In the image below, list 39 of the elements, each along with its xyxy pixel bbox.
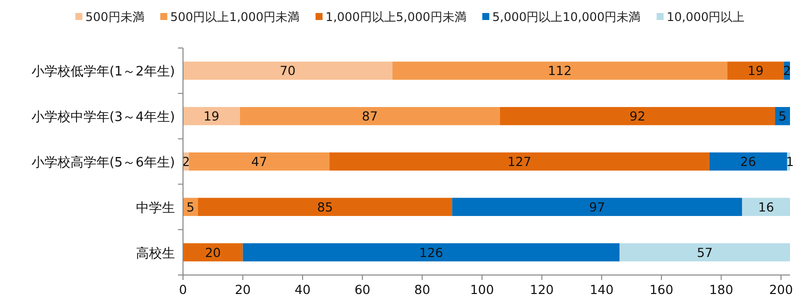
x-tick-label: 100 [470, 282, 494, 297]
legend-label: 10,000円以上 [666, 10, 745, 24]
legend-label: 500円以上1,000円未満 [170, 10, 300, 24]
data-label: 20 [204, 244, 221, 260]
x-tick-label: 140 [590, 282, 614, 297]
data-label: 1 [786, 154, 794, 169]
data-label: 5 [186, 199, 194, 214]
data-label: 57 [696, 244, 713, 260]
data-label: 16 [758, 199, 774, 214]
x-tick-label: 0 [179, 282, 188, 297]
legend-label: 5,000円以上10,000円未満 [492, 10, 641, 24]
data-label: 112 [548, 63, 572, 78]
data-label: 19 [203, 108, 220, 124]
data-label: 5 [778, 108, 786, 124]
y-tick-label: 小学校高学年(5～6年生) [31, 154, 175, 170]
x-tick-label: 120 [530, 282, 554, 297]
data-label: 92 [630, 108, 646, 124]
legend-label: 1,000円以上5,000円未満 [326, 10, 466, 24]
data-label: 47 [251, 154, 268, 169]
y-tick-label: 小学校中学年(3～4年生) [31, 110, 175, 126]
x-tick-label: 20 [234, 282, 251, 297]
data-label: 85 [317, 199, 333, 214]
data-label: 87 [362, 108, 378, 124]
data-label: 126 [419, 244, 444, 260]
y-tick-label: 小学校低学年(1～2年生) [31, 64, 175, 80]
legend-label: 500円未満 [85, 10, 144, 24]
x-tick-label: 40 [294, 282, 311, 297]
data-label: 26 [740, 154, 756, 169]
x-tick-label: 200 [769, 282, 794, 297]
x-tick-label: 80 [414, 282, 430, 297]
x-tick-label: 180 [709, 282, 734, 297]
x-tick-label: 60 [354, 282, 370, 297]
data-label: 70 [280, 63, 296, 78]
y-tick-label: 中学生 [136, 200, 175, 216]
data-label: 127 [507, 154, 532, 169]
data-label: 97 [589, 199, 606, 214]
x-tick-label: 160 [649, 282, 674, 297]
y-tick-label: 高校生 [136, 245, 175, 262]
data-label: 19 [748, 63, 764, 78]
